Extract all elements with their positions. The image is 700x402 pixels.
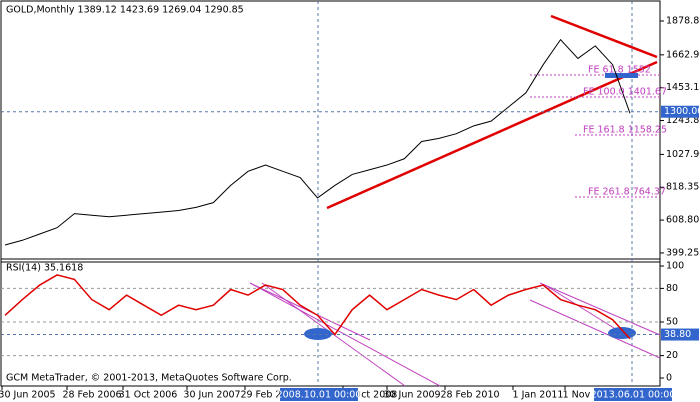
cursor-label: 38.80 <box>664 329 691 340</box>
y-tick-label: 100 <box>666 261 684 272</box>
fibo-label: FE 261.8 764.37 <box>588 187 666 198</box>
x-tick-label: 28 Feb 2010 <box>440 390 499 401</box>
y-tick-label: 1243.80 <box>666 115 700 126</box>
marker <box>605 73 638 78</box>
fibo-label: FE 161.8 1158.25 <box>583 125 667 136</box>
y-tick-label: 818.35 <box>666 182 699 193</box>
marker <box>304 328 332 340</box>
chart-title: GOLD,Monthly 1389.12 1423.69 1269.04 129… <box>6 5 244 16</box>
marker <box>608 327 636 339</box>
cursor-box <box>661 328 699 341</box>
fibo-label: FE 100.0 1401.67 <box>583 87 667 98</box>
y-tick-label: 608.80 <box>666 215 699 226</box>
series-line <box>4 274 631 340</box>
time-cursor-box <box>594 388 672 401</box>
y-tick-label: 50 <box>666 317 678 328</box>
time-cursor-label: 2008.10.01 00:00 <box>277 390 362 401</box>
y-tick-label: 80 <box>666 283 678 294</box>
y-tick-label: 1662.90 <box>666 49 700 60</box>
x-tick-label: 31 Oct 2008 <box>339 390 398 401</box>
cursor-box <box>661 105 699 118</box>
copyright: GCM MetaTrader, © 2001-2013, MetaQuotes … <box>6 373 292 384</box>
indicator-title: RSI(14) 35.1618 <box>6 263 83 274</box>
y-tick-label: 0 <box>666 373 672 384</box>
y-tick-label: 1878.80 <box>666 16 700 27</box>
time-cursor-label: 2013.06.01 00:00 <box>591 390 676 401</box>
y-tick-label: 20 <box>666 350 678 361</box>
x-tick-label: 30 Jun 2005 <box>0 390 56 401</box>
channel-line <box>539 282 661 336</box>
x-tick-label: 1 Jan 2011 <box>513 390 564 401</box>
y-tick-label: 1027.90 <box>666 149 700 160</box>
cursor-label: 1300.00 <box>664 106 700 117</box>
fibo-label: FE 61.8 1552 <box>588 65 651 76</box>
x-tick-label: 30 Jun 2007 <box>183 390 240 401</box>
y-tick-label: 1453.15 <box>666 82 700 93</box>
x-tick-label: 30 Jun 2009 <box>383 390 440 401</box>
series-line <box>4 38 631 246</box>
x-tick-label: 29 Feb 2008 <box>240 390 299 401</box>
x-tick-label: 1 Nov 2011 <box>563 390 618 401</box>
time-cursor-box <box>280 388 358 401</box>
x-tick-label: 28 Feb 2006 <box>62 390 121 401</box>
trendline <box>550 14 658 59</box>
frame <box>0 0 661 387</box>
channel-line <box>529 299 661 359</box>
x-tick-label: 31 Oct 2006 <box>119 390 178 401</box>
y-tick-label: 399.25 <box>666 247 699 258</box>
trendline <box>326 60 658 210</box>
